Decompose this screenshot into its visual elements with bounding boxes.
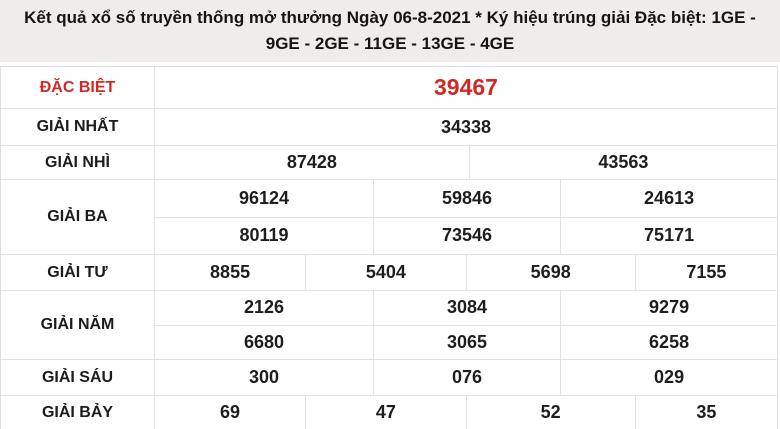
prize-number: 69 <box>155 396 307 429</box>
prize-number: 9279 <box>649 297 690 318</box>
prize-label-giai-sau: GIẢI SÁU <box>1 360 155 395</box>
prize-label-giai-nhi: GIẢI NHÌ <box>1 146 155 179</box>
prize-number: 7155 <box>686 262 727 282</box>
prize-label-giai-tu: GIẢI TƯ <box>1 255 155 290</box>
prize-number: 80119 <box>155 217 374 254</box>
lottery-results-table: ĐẶC BIỆT 39467 GIẢI NHẤT 34338 GIẢI NHÌ … <box>0 66 778 429</box>
table-row-dac-biet: ĐẶC BIỆT 39467 <box>1 67 777 109</box>
prize-number: 47 <box>306 396 467 429</box>
prize-number: 75171 <box>644 225 695 246</box>
prize-number: 59846 <box>374 180 562 217</box>
prize-number: 076 <box>374 360 562 395</box>
prize-number: 87428 <box>155 146 470 179</box>
prize-number: 8855 <box>155 255 307 290</box>
prize-number: 34338 <box>440 116 492 137</box>
table-row-giai-nhi: GIẢI NHÌ 87428 43563 <box>1 146 777 180</box>
prize-number: 3084 <box>374 291 562 325</box>
header-title-line1: Kết quả xổ số truyền thống mở thưởng Ngà… <box>24 8 756 27</box>
prize-number: 24613 <box>644 187 695 208</box>
table-row-giai-bay: GIẢI BẢY 69 47 52 35 <box>1 396 777 429</box>
prize-label-giai-ba: GIẢI BA <box>1 180 155 254</box>
prize-label-giai-bay: GIẢI BẢY <box>1 396 155 429</box>
prize-label-giai-nhat: GIẢI NHẤT <box>1 109 155 145</box>
header-title-line2: 9GE - 2GE - 11GE - 13GE - 4GE <box>265 34 515 53</box>
table-row-giai-tu: GIẢI TƯ 8855 5404 5698 7155 <box>1 255 777 291</box>
prize-number: 6680 <box>155 325 374 359</box>
prize-number-special: 39467 <box>434 74 498 100</box>
prize-number: 43563 <box>598 152 649 172</box>
prize-number: 35 <box>696 402 717 422</box>
prize-number: 52 <box>467 396 636 429</box>
prize-number: 5404 <box>306 255 467 290</box>
results-header: Kết quả xổ số truyền thống mở thưởng Ngà… <box>0 0 780 62</box>
table-row-giai-nam: GIẢI NĂM 2126 3084 9279 6680 3065 6258 <box>1 291 777 360</box>
prize-label-giai-nam: GIẢI NĂM <box>1 291 155 359</box>
prize-number: 5698 <box>467 255 636 290</box>
table-row-giai-sau: GIẢI SÁU 300 076 029 <box>1 360 777 396</box>
table-row-giai-nhat: GIẢI NHẤT 34338 <box>1 109 777 146</box>
prize-label-dac-biet: ĐẶC BIỆT <box>1 67 155 108</box>
prize-number: 3065 <box>374 325 562 359</box>
header-table-divider <box>0 62 780 66</box>
prize-number: 73546 <box>374 217 562 254</box>
prize-number: 029 <box>654 367 685 387</box>
prize-number: 300 <box>155 360 374 395</box>
prize-number: 96124 <box>155 180 374 217</box>
prize-number: 2126 <box>155 291 374 325</box>
table-row-giai-ba: GIẢI BA 96124 59846 24613 80119 73546 75… <box>1 180 777 255</box>
prize-number: 6258 <box>649 331 690 352</box>
